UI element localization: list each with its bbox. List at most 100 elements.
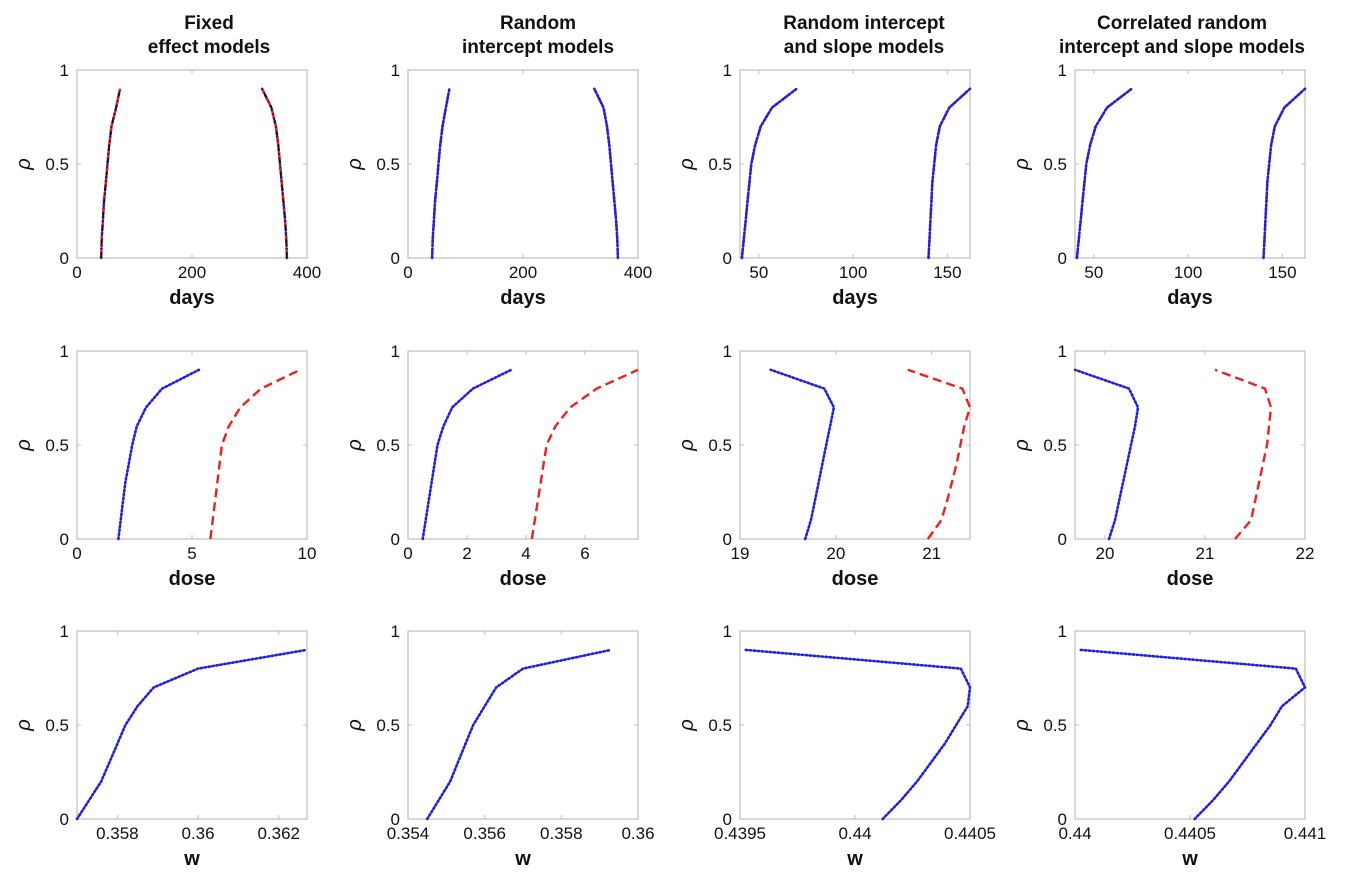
column-title-line: Fixed xyxy=(184,13,234,34)
column-title-correlated-random: Correlated random intercept and slope mo… xyxy=(1017,12,1347,60)
x-tick-label: 0.44 xyxy=(838,824,871,843)
series-line-dashed-red xyxy=(593,88,620,259)
x-tick-label: 0.36 xyxy=(621,824,654,843)
plot-frame xyxy=(407,69,639,259)
x-tick-label: 50 xyxy=(1084,263,1103,282)
y-axis-label: ρ xyxy=(676,719,698,731)
series-line-dashdot-black xyxy=(100,88,121,259)
x-tick-label: 0.36 xyxy=(182,824,215,843)
y-tick-label: 0.5 xyxy=(1043,436,1067,455)
y-axis-label: ρ xyxy=(1011,439,1033,451)
subplot-1-0: 0 5 10 0 0.5 1 dose ρ xyxy=(13,342,316,590)
y-tick-label: 1 xyxy=(391,342,400,361)
x-axis-label: w xyxy=(183,848,200,870)
x-tick-label: 0.44 xyxy=(1058,824,1091,843)
x-axis-label: days xyxy=(169,287,215,309)
series-line-dashed-red xyxy=(530,368,639,540)
x-tick-label: 0.4405 xyxy=(1164,824,1216,843)
series-line-dotted-blue xyxy=(75,648,309,821)
x-tick-label: 0.354 xyxy=(387,824,430,843)
y-tick-label: 1 xyxy=(60,342,69,361)
x-tick-label: 6 xyxy=(580,544,589,563)
x-tick-label: 5 xyxy=(187,544,196,563)
column-title-line: Random xyxy=(500,13,576,34)
y-axis-label: ρ xyxy=(676,158,698,170)
x-tick-label: 200 xyxy=(509,263,537,282)
series-line-dotted-blue xyxy=(1075,87,1133,260)
x-tick-label: 0 xyxy=(403,263,412,282)
x-tick-label: 50 xyxy=(749,263,768,282)
plot-frame xyxy=(407,630,639,820)
y-tick-label: 0.5 xyxy=(1043,716,1067,735)
x-tick-label: 100 xyxy=(839,263,867,282)
y-tick-label: 0 xyxy=(60,530,69,549)
y-axis-label: ρ xyxy=(13,439,35,451)
y-tick-label: 0 xyxy=(1058,530,1067,549)
y-tick-label: 0.5 xyxy=(1043,155,1067,174)
plot-frame xyxy=(76,350,308,540)
y-tick-label: 1 xyxy=(723,342,732,361)
x-tick-label: 400 xyxy=(624,263,652,282)
x-axis-label: dose xyxy=(1167,568,1214,590)
y-tick-label: 1 xyxy=(723,622,732,641)
subplot-0-1: 0 200 400 0 0.5 1 days ρ xyxy=(344,61,652,309)
column-title-line: Correlated random xyxy=(1097,13,1267,34)
x-tick-label: 0.441 xyxy=(1284,824,1327,843)
column-title-line: intercept models xyxy=(461,37,615,58)
y-axis-label: ρ xyxy=(1011,158,1033,170)
x-tick-label: 0.358 xyxy=(540,824,583,843)
series-line-dotted-blue xyxy=(1262,87,1307,260)
y-tick-label: 1 xyxy=(1058,342,1067,361)
x-axis-label: w xyxy=(514,848,531,870)
y-axis-label: ρ xyxy=(344,719,366,731)
subplot-0-0: 0 200 400 0 0.5 1 days ρ xyxy=(13,61,321,309)
x-tick-label: 0.358 xyxy=(96,824,139,843)
subplot-0-2: 50 100 150 0 0.5 1 days ρ xyxy=(676,61,972,309)
series-line-dotted-blue xyxy=(421,368,513,541)
column-title-line: and slope models xyxy=(783,37,945,58)
x-axis-label: days xyxy=(832,287,878,309)
series-line-dotted-blue xyxy=(260,87,289,260)
subplot-1-3: 20 21 22 0 0.5 1 dose ρ xyxy=(1011,342,1314,590)
x-axis-label: w xyxy=(846,848,863,870)
series-line-dotted-blue xyxy=(117,368,201,541)
y-tick-label: 0 xyxy=(1058,810,1067,829)
subplot-2-3: 0.44 0.4405 0.441 0 0.5 1 w ρ xyxy=(1011,622,1326,870)
series-line-dotted-blue xyxy=(1073,368,1140,541)
y-axis-label: ρ xyxy=(13,719,35,731)
subplot-2-0: 0.358 0.36 0.362 0 0.5 1 w ρ xyxy=(13,622,309,870)
series-line-dashdot-black xyxy=(261,88,288,259)
x-tick-label: 0.4405 xyxy=(944,824,996,843)
plot-frame xyxy=(1074,69,1306,259)
x-tick-label: 0 xyxy=(72,263,81,282)
column-title-line: intercept and slope models xyxy=(1059,37,1305,58)
x-tick-label: 20 xyxy=(826,544,845,563)
y-tick-label: 1 xyxy=(60,622,69,641)
y-axis-label: ρ xyxy=(1011,719,1033,731)
subplot-1-1: 0 2 4 6 0 0.5 1 dose ρ xyxy=(344,342,639,590)
x-axis-label: dose xyxy=(169,568,216,590)
series-line-dotted-blue xyxy=(1078,648,1307,821)
y-tick-label: 0 xyxy=(391,249,400,268)
y-tick-label: 0.5 xyxy=(708,155,732,174)
series-line-dashed-red xyxy=(1262,87,1306,259)
y-tick-label: 1 xyxy=(1058,622,1067,641)
y-tick-label: 0 xyxy=(1058,249,1067,268)
y-tick-label: 1 xyxy=(391,622,400,641)
x-tick-label: 21 xyxy=(922,544,941,563)
y-tick-label: 0.5 xyxy=(45,436,69,455)
y-tick-label: 0 xyxy=(723,530,732,549)
subplot-2-2: 0.4395 0.44 0.4405 0 0.5 1 w ρ xyxy=(676,622,996,870)
column-title-line: Random intercept xyxy=(783,13,945,34)
x-tick-label: 100 xyxy=(1174,263,1202,282)
y-tick-label: 0.5 xyxy=(708,436,732,455)
x-tick-label: 150 xyxy=(933,263,961,282)
x-axis-label: dose xyxy=(832,568,879,590)
series-line-dashed-red xyxy=(927,87,971,259)
y-tick-label: 0 xyxy=(391,810,400,829)
column-title-random-intercept: Random intercept models xyxy=(373,12,703,60)
y-tick-label: 1 xyxy=(723,61,732,80)
y-axis-label: ρ xyxy=(344,158,366,170)
series-line-dotted-blue xyxy=(99,87,122,260)
